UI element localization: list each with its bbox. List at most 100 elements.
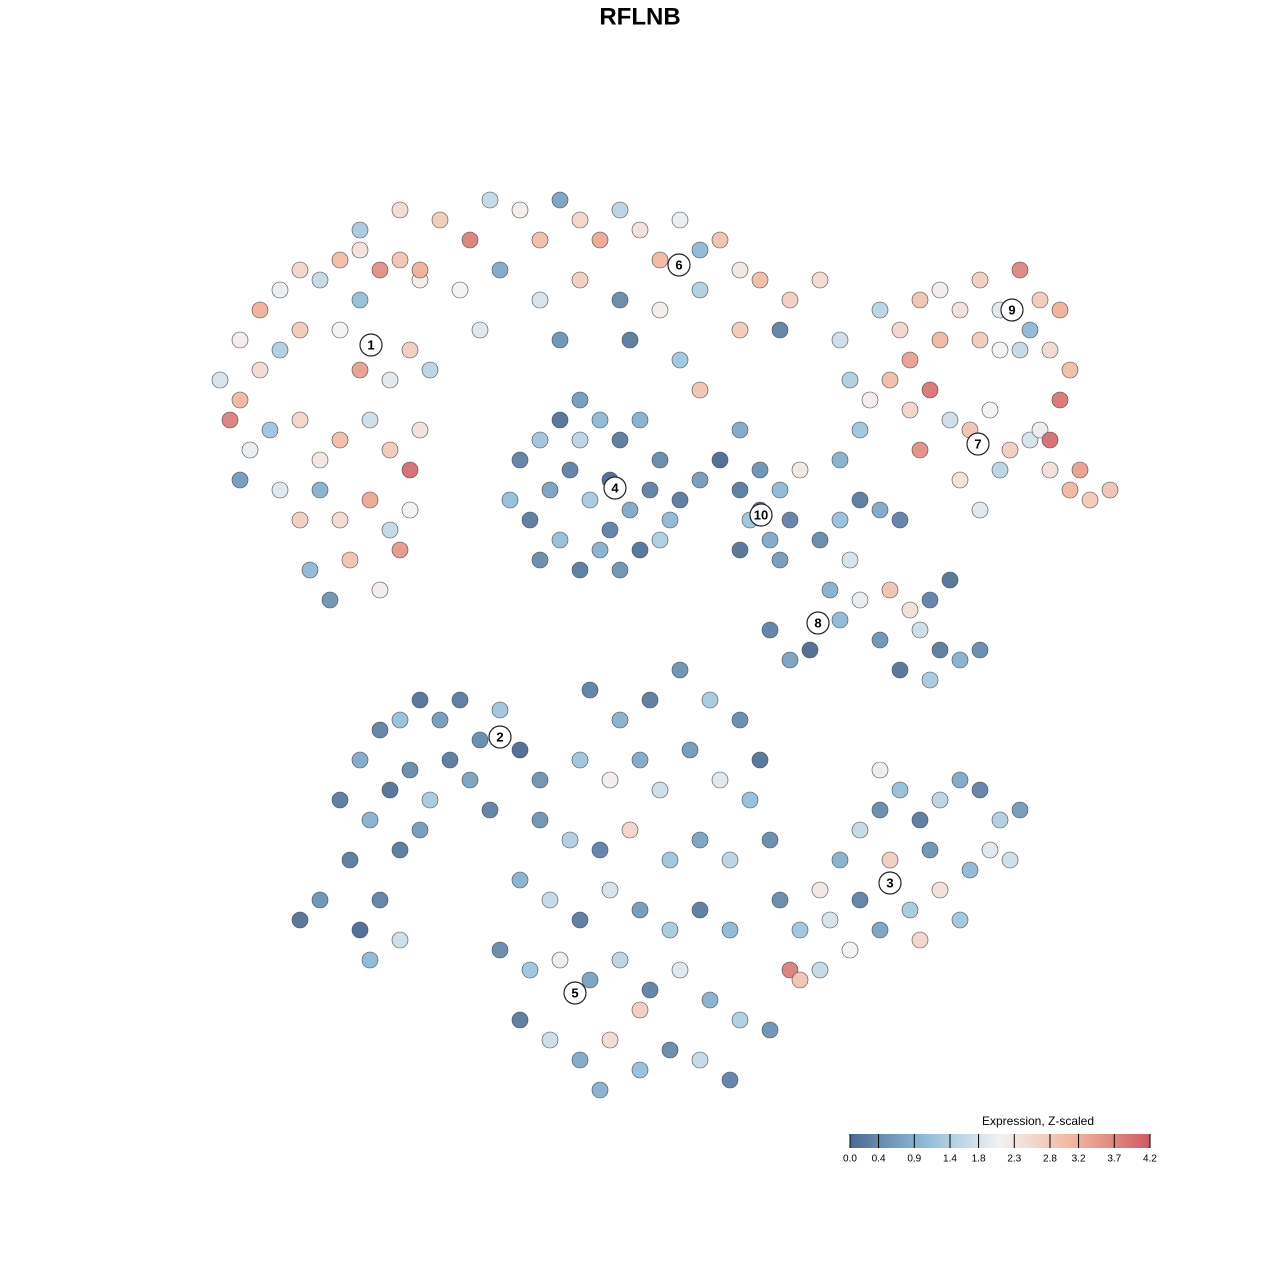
point bbox=[971, 641, 989, 659]
point bbox=[511, 201, 529, 219]
point bbox=[781, 511, 799, 529]
point bbox=[331, 791, 349, 809]
point bbox=[731, 541, 749, 559]
point bbox=[671, 661, 689, 679]
point bbox=[931, 281, 949, 299]
point bbox=[941, 571, 959, 589]
point bbox=[931, 641, 949, 659]
point bbox=[411, 821, 429, 839]
point bbox=[311, 451, 329, 469]
point bbox=[911, 931, 929, 949]
point bbox=[541, 1031, 559, 1049]
point bbox=[241, 441, 259, 459]
point bbox=[851, 891, 869, 909]
point bbox=[731, 421, 749, 439]
point bbox=[911, 811, 929, 829]
chart-title: RFLNB bbox=[599, 3, 680, 30]
point bbox=[1011, 341, 1029, 359]
point bbox=[651, 301, 669, 319]
point bbox=[271, 281, 289, 299]
point bbox=[971, 271, 989, 289]
point bbox=[591, 541, 609, 559]
point bbox=[1001, 851, 1019, 869]
point bbox=[591, 841, 609, 859]
point bbox=[901, 901, 919, 919]
point bbox=[1001, 441, 1019, 459]
point bbox=[551, 951, 569, 969]
point bbox=[581, 491, 599, 509]
point bbox=[921, 671, 939, 689]
point bbox=[951, 651, 969, 669]
point bbox=[991, 341, 1009, 359]
point bbox=[401, 461, 419, 479]
point bbox=[771, 551, 789, 569]
point bbox=[641, 481, 659, 499]
point bbox=[751, 461, 769, 479]
point bbox=[391, 251, 409, 269]
point bbox=[381, 371, 399, 389]
point bbox=[1061, 481, 1079, 499]
point bbox=[391, 841, 409, 859]
point bbox=[871, 631, 889, 649]
point bbox=[571, 431, 589, 449]
point bbox=[1051, 391, 1069, 409]
point bbox=[291, 411, 309, 429]
point bbox=[371, 581, 389, 599]
point bbox=[401, 341, 419, 359]
point bbox=[701, 691, 719, 709]
cluster-label: 2 bbox=[496, 729, 503, 744]
point bbox=[491, 261, 509, 279]
point bbox=[1021, 431, 1039, 449]
point bbox=[691, 471, 709, 489]
point bbox=[951, 911, 969, 929]
point bbox=[811, 531, 829, 549]
point bbox=[831, 511, 849, 529]
point bbox=[1021, 321, 1039, 339]
point bbox=[571, 911, 589, 929]
point bbox=[811, 881, 829, 899]
point bbox=[761, 1021, 779, 1039]
point bbox=[641, 691, 659, 709]
point bbox=[611, 291, 629, 309]
cluster-marker bbox=[359, 333, 383, 357]
point bbox=[911, 291, 929, 309]
point bbox=[461, 231, 479, 249]
point bbox=[851, 821, 869, 839]
point bbox=[871, 761, 889, 779]
point bbox=[771, 481, 789, 499]
point bbox=[521, 511, 539, 529]
point bbox=[811, 271, 829, 289]
point bbox=[601, 1031, 619, 1049]
point bbox=[631, 1001, 649, 1019]
point bbox=[1031, 421, 1049, 439]
point bbox=[791, 921, 809, 939]
point bbox=[541, 481, 559, 499]
point bbox=[951, 771, 969, 789]
cluster-label: 5 bbox=[571, 985, 578, 1000]
cluster-marker bbox=[563, 981, 587, 1005]
point bbox=[341, 551, 359, 569]
point bbox=[451, 281, 469, 299]
point bbox=[761, 531, 779, 549]
point bbox=[331, 511, 349, 529]
colorbar-tick-label: 2.8 bbox=[1043, 1154, 1057, 1165]
point bbox=[921, 841, 939, 859]
point bbox=[221, 411, 239, 429]
point bbox=[321, 591, 339, 609]
cluster-marker bbox=[878, 871, 902, 895]
point bbox=[761, 831, 779, 849]
point bbox=[741, 791, 759, 809]
point bbox=[871, 501, 889, 519]
point bbox=[621, 331, 639, 349]
point bbox=[531, 551, 549, 569]
point bbox=[651, 781, 669, 799]
colorbar-tick-label: 0.4 bbox=[872, 1154, 886, 1165]
point bbox=[781, 651, 799, 669]
point bbox=[451, 691, 469, 709]
point bbox=[361, 951, 379, 969]
point bbox=[851, 591, 869, 609]
point bbox=[531, 431, 549, 449]
point bbox=[491, 701, 509, 719]
point bbox=[571, 271, 589, 289]
